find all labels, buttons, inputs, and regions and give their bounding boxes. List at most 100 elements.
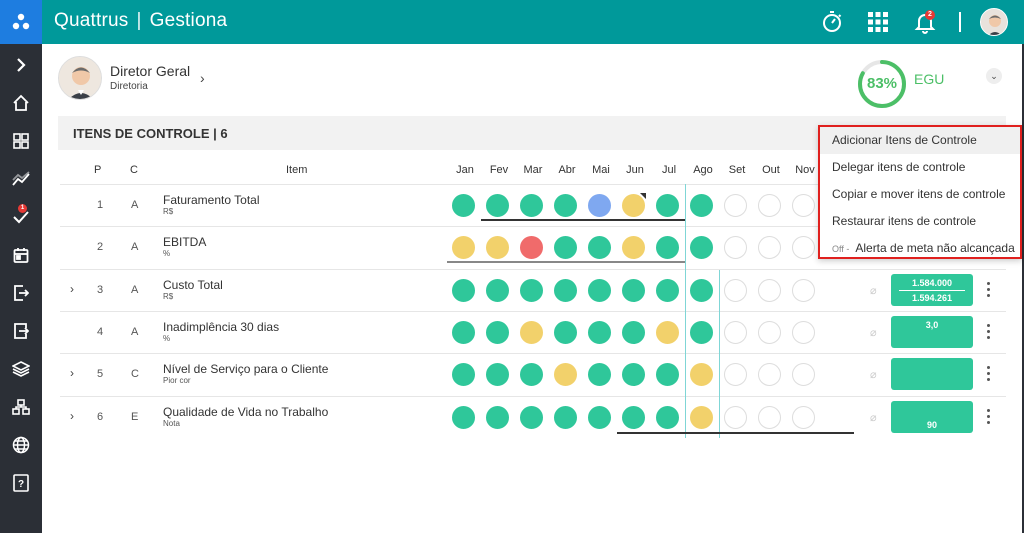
item-name[interactable]: Qualidade de Vida no Trabalho (163, 404, 329, 419)
attachment-icon[interactable]: ⌀ (870, 369, 877, 382)
chevron-right-icon[interactable] (0, 46, 42, 84)
export-icon[interactable] (0, 312, 42, 350)
menu-item-copy-move[interactable]: Copiar e mover itens de controle (832, 187, 1006, 201)
month-status-dot[interactable] (452, 236, 475, 260)
month-status-dot[interactable] (724, 236, 747, 260)
month-status-dot[interactable] (520, 320, 543, 344)
month-status-dot[interactable] (486, 320, 509, 344)
month-status-dot[interactable] (758, 363, 781, 387)
item-name[interactable]: Inadimplência 30 dias (163, 319, 280, 334)
menu-item-add[interactable]: Adicionar Itens de Controle (820, 127, 1020, 154)
check-icon[interactable]: 1 (0, 198, 42, 236)
trend-icon[interactable] (0, 160, 42, 198)
month-status-dot[interactable] (622, 278, 645, 302)
month-status-dot[interactable] (588, 405, 611, 429)
month-status-dot[interactable] (588, 194, 611, 217)
month-status-dot[interactable] (656, 320, 679, 344)
month-status-dot[interactable] (792, 194, 815, 217)
month-status-dot[interactable] (452, 363, 475, 387)
menu-item-delegate[interactable]: Delegar itens de controle (832, 160, 966, 174)
attachment-icon[interactable]: ⌀ (870, 284, 877, 297)
calendar-icon[interactable] (0, 236, 42, 274)
logo-icon[interactable] (0, 0, 42, 44)
month-status-dot[interactable] (792, 405, 815, 429)
expand-chevron-icon[interactable]: › (70, 281, 74, 296)
help-icon[interactable]: ? (0, 464, 42, 502)
month-status-dot[interactable] (724, 405, 747, 429)
table-row[interactable]: 4 A Inadimplência 30 dias% ⌀ 3,0 (60, 310, 1006, 353)
month-status-dot[interactable] (758, 278, 781, 302)
month-status-dot[interactable] (486, 405, 509, 429)
month-status-dot[interactable] (758, 405, 781, 429)
home-icon[interactable] (0, 84, 42, 122)
table-row[interactable]: › 3 A Custo Total R$ ⌀ 1.584.000 1.594.261 (60, 268, 1006, 311)
month-status-dot[interactable] (520, 236, 543, 260)
menu-item-restore[interactable]: Restaurar itens de controle (832, 214, 977, 228)
month-status-dot[interactable] (554, 320, 577, 344)
month-status-dot[interactable] (690, 236, 713, 260)
table-row[interactable]: › 5 C Nível de Serviço para o Cliente Pior c… (60, 353, 1006, 395)
month-status-dot[interactable] (588, 320, 611, 344)
month-status-dot[interactable] (724, 194, 747, 217)
more-options-icon[interactable] (986, 408, 992, 427)
month-status-dot[interactable] (452, 320, 475, 344)
month-status-dot[interactable] (656, 194, 679, 217)
more-options-icon[interactable] (986, 366, 992, 384)
month-status-dot[interactable] (452, 405, 475, 429)
apps-grid-icon[interactable] (864, 8, 892, 36)
bell-icon[interactable]: 2 (911, 8, 939, 36)
month-status-dot[interactable] (554, 236, 577, 260)
goal-badge[interactable]: 90 (891, 400, 973, 433)
stopwatch-icon[interactable] (818, 8, 846, 36)
exit-icon[interactable] (0, 274, 42, 312)
month-status-dot[interactable] (690, 278, 713, 302)
org-chart-icon[interactable] (0, 388, 42, 426)
month-status-dot[interactable] (486, 236, 509, 260)
menu-item-alert-toggle[interactable]: Off - Alerta de meta não alcançada (820, 235, 1020, 262)
month-status-dot[interactable] (724, 320, 747, 344)
month-status-dot[interactable] (656, 278, 679, 302)
month-status-dot[interactable] (588, 278, 611, 302)
month-status-dot[interactable] (520, 194, 543, 217)
month-status-dot[interactable] (792, 320, 815, 344)
goal-badge[interactable]: 1.584.000 1.594.261 (891, 273, 973, 306)
table-row[interactable]: 2 A EBITDA% (60, 226, 1006, 268)
month-status-dot[interactable] (690, 194, 713, 217)
month-status-dot[interactable] (656, 363, 679, 387)
expand-chevron-icon[interactable]: › (70, 366, 74, 381)
month-status-dot[interactable] (656, 405, 679, 429)
item-name[interactable]: Nível de Serviço para o Cliente (163, 362, 329, 377)
month-status-dot[interactable] (758, 320, 781, 344)
month-status-dot[interactable] (588, 363, 611, 387)
chevron-right-icon[interactable]: › (200, 70, 205, 86)
item-name[interactable]: Faturamento Total (163, 193, 260, 207)
goal-badge[interactable] (891, 358, 973, 391)
month-status-dot[interactable] (690, 320, 713, 344)
chevron-down-icon[interactable]: ⌄ (986, 68, 1002, 84)
month-status-dot[interactable] (622, 363, 645, 387)
month-status-dot[interactable] (622, 236, 645, 260)
item-name[interactable]: EBITDA (163, 235, 207, 250)
month-status-dot[interactable] (758, 194, 781, 217)
month-status-dot[interactable] (792, 278, 815, 302)
month-status-dot[interactable] (690, 363, 713, 387)
more-options-icon[interactable] (986, 281, 992, 300)
month-status-dot[interactable] (554, 405, 577, 429)
item-name[interactable]: Custo Total (163, 277, 223, 292)
month-status-dot[interactable] (554, 194, 577, 217)
globe-icon[interactable] (0, 426, 42, 464)
month-status-dot[interactable] (724, 363, 747, 387)
month-status-dot[interactable] (452, 278, 475, 302)
attachment-icon[interactable]: ⌀ (870, 411, 877, 424)
month-status-dot[interactable] (520, 278, 543, 302)
month-status-dot[interactable] (554, 278, 577, 302)
expand-chevron-icon[interactable]: › (70, 408, 74, 423)
more-options-icon[interactable] (986, 323, 992, 342)
month-status-dot[interactable] (690, 405, 713, 429)
layers-icon[interactable] (0, 350, 42, 388)
month-status-dot[interactable] (656, 236, 679, 260)
month-status-dot[interactable] (622, 193, 646, 217)
month-status-dot[interactable] (486, 194, 509, 217)
month-status-dot[interactable] (622, 320, 645, 344)
attachment-icon[interactable]: ⌀ (870, 326, 877, 339)
